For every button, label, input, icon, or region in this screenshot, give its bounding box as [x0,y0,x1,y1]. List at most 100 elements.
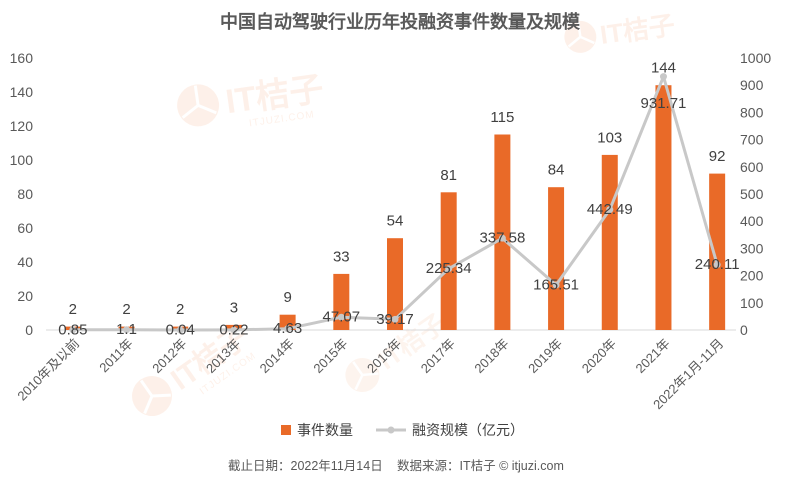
event-count-data-label: 2 [69,301,77,318]
left-axis-tick-label: 160 [10,50,34,66]
event-count-bar [655,85,672,330]
event-count-data-label: 3 [230,299,238,316]
event-count-bar [709,173,726,330]
legend-label-event-count: 事件数量 [297,422,353,438]
funding-point [713,261,721,269]
funding-point [123,326,131,334]
funding-line-series [69,73,721,334]
funding-point [391,315,399,323]
watermark: IT桔子 [564,10,677,53]
event-count-labels: 2 2 2 3 9 33 54 81 115 84 103 144 92 [69,60,726,318]
funding-data-label: 165.51 [533,276,579,293]
event-count-bar [387,238,403,330]
event-count-data-label: 115 [490,109,514,126]
funding-point [230,326,238,334]
event-count-data-label: 2 [176,301,184,318]
left-axis-tick-label: 80 [17,186,33,202]
left-axis-tick-label: 100 [10,152,34,168]
funding-labels: 0.85 1.1 0.04 0.22 4.63 47.07 39.17 225.34 337.5… [58,95,739,338]
event-count-data-label: 81 [440,167,457,184]
funding-data-label: 39.17 [376,311,414,328]
legend-label-funding: 融资规模（亿元） [412,422,524,438]
right-axis-tick-label: 700 [740,132,764,148]
legend-item-funding: 融资规模（亿元） [376,422,524,438]
event-count-bar [279,314,296,330]
event-count-data-label: 144 [651,60,676,77]
funding-data-label: 0.04 [166,321,195,338]
funding-data-label: 931.71 [641,95,687,112]
watermark-brand: IT桔子 [598,10,677,50]
event-count-data-label: 84 [548,162,565,179]
funding-point [445,265,453,273]
funding-point [69,326,77,334]
right-axis-tick-label: 400 [740,213,764,229]
funding-data-label: 1.1 [116,321,137,338]
left-axis-tick-label: 0 [25,322,33,338]
x-axis-tick-label: 2010年及以前 [14,336,82,404]
event-count-data-label: 2 [122,301,130,318]
legend-bar-swatch [281,425,291,435]
watermark-logo-icon [177,84,220,127]
right-axis-tick-label: 200 [740,268,764,284]
funding-data-label: 240.11 [695,256,740,273]
legend-item-event-count: 事件数量 [281,422,353,438]
event-count-data-label: 9 [283,289,291,306]
funding-point [659,73,667,81]
event-count-bar [548,187,565,330]
left-axis: 0 20 40 60 80 100 120 140 160 [10,50,34,338]
event-count-bar [494,134,511,330]
event-count-data-label: 103 [597,129,622,146]
left-axis-tick-label: 140 [10,84,34,100]
right-axis-tick-label: 1000 [740,50,771,66]
funding-data-label: 225.34 [426,260,472,277]
right-axis: 0 100 200 300 400 500 600 700 800 900 1000 [740,50,771,338]
right-axis-tick-label: 0 [740,322,748,338]
event-count-bar [440,192,457,330]
right-axis-tick-label: 300 [740,240,764,256]
funding-point [337,313,345,321]
funding-data-label: 4.63 [273,320,302,337]
funding-point [606,206,614,214]
left-axis-tick-label: 20 [17,288,33,304]
event-count-data-label: 54 [387,213,404,230]
legend-line-marker [387,426,395,434]
right-axis-tick-label: 100 [740,295,764,311]
footer: 截止日期：2022年11月14日 数据来源：IT桔子 © itjuzi.com [228,458,564,473]
right-axis-tick-label: 500 [740,186,764,202]
watermark-logo-icon [131,376,172,417]
funding-point [552,281,560,289]
funding-data-label: 47.07 [323,309,361,326]
x-axis-tick-label: 2021年 [633,336,673,376]
funding-data-label: 442.49 [587,201,633,218]
funding-point [284,325,292,333]
watermark-logo-icon [564,20,597,53]
left-axis-tick-label: 40 [17,254,33,270]
funding-data-label: 337.58 [479,230,525,247]
event-count-data-label: 33 [333,248,350,265]
x-axis-tick-label: 2020年 [579,336,619,376]
funding-data-label: 0.85 [58,321,87,338]
watermark: IT桔子 ITJUZI.COM [177,70,326,129]
left-axis-tick-label: 60 [17,220,33,236]
footer-cutoff-date: 截止日期：2022年11月14日 [228,459,383,473]
watermark-logo-icon [345,357,380,392]
event-count-data-label: 92 [709,148,726,165]
funding-point [176,326,184,334]
x-axis-tick-label: 2018年 [471,336,511,376]
x-axis-tick-label: 2015年 [310,336,350,376]
right-axis-tick-label: 800 [740,104,764,120]
footer-source: 数据来源：IT桔子 © itjuzi.com [397,458,564,473]
plot-area: 0 20 40 60 80 100 120 140 160 0 100 200 300 400 500 60… [10,50,772,412]
funding-data-label: 0.22 [219,321,248,338]
x-axis-tick-label: 2011年 [96,336,136,376]
right-axis-tick-label: 900 [740,77,764,93]
right-axis-tick-label: 600 [740,159,764,175]
chart-title: 中国自动驾驶行业历年投融资事件数量及规模 [220,11,581,32]
funding-point [498,234,506,242]
left-axis-tick-label: 120 [10,118,34,134]
legend: 事件数量 融资规模（亿元） [281,422,524,438]
event-count-bar [601,154,618,330]
x-axis-tick-label: 2019年 [525,336,565,376]
x-axis-tick-label: 2014年 [257,336,297,376]
